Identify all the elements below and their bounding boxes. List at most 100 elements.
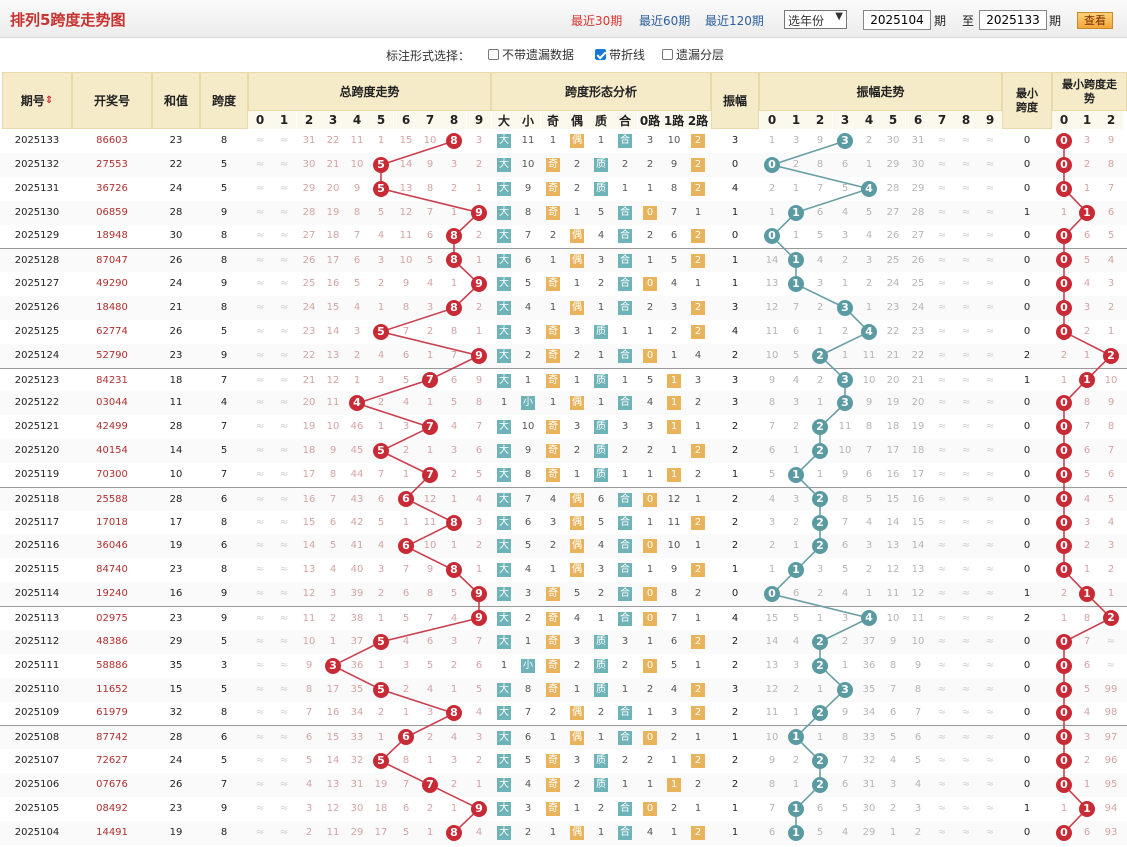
span-missing-cell: 5 [475,468,483,480]
min-span-cell: 0 [1023,421,1031,433]
span-missing-cell: ≈ [255,659,265,671]
amplitude-cell: 2 [731,635,739,647]
form-analysis-cell: 0 [643,658,657,673]
sort-arrow-icon[interactable]: ⇕ [44,94,54,106]
range-link-30[interactable]: 最近30期 [571,14,623,28]
min-missing-cell: 95 [1104,778,1118,790]
option-polyline[interactable]: 带折线 [595,46,645,63]
span-missing-cell: 31 [350,778,364,790]
amp-missing-cell: ≈ [937,683,947,695]
min-span-cell: 0 [1023,255,1031,267]
amp-missing-cell: 7 [889,683,897,695]
span-missing-cell: 6 [305,732,313,744]
span-missing-cell: 1 [475,255,483,267]
from-period-input[interactable] [863,10,931,30]
min-missing-cell: 5 [1083,468,1091,480]
sum-cell: 30 [169,230,183,242]
year-select[interactable]: 选年份 ▼ [784,10,847,29]
span-missing-cell: 5 [426,659,434,671]
amp-missing-cell: 17 [886,445,900,457]
amplitude-cell: 1 [731,468,739,480]
checkbox-missing-layers[interactable] [662,49,673,60]
span-missing-cell: 8 [353,206,361,218]
span-missing-cell: 27 [302,230,316,242]
amplitude-ball: 1 [788,466,804,483]
amp-missing-cell: 9 [865,397,873,409]
span-missing-cell: ≈ [255,445,265,457]
sum-cell: 28 [169,206,183,218]
span-missing-cell: 1 [426,397,434,409]
period-cell: 2025120 [14,445,60,457]
form-analysis-cell: 1 [694,540,702,552]
draw-number-cell: 52790 [96,349,128,361]
amp-missing-cell: 14 [886,516,900,528]
span-cell: 8 [220,826,228,838]
amp-missing-cell: 5 [816,826,824,838]
table-row: 2025116 36046 19 6 ≈ ≈14 5 41 4 10 1 2 大 5 2 偶 4 合 0 10 1 2 2 1… [0,534,1127,559]
table-row: 2025127 49290 24 9 ≈ ≈25 16 5 2 9 4 1 大 5 奇 1 2 合 0 4 1 1 13 3 1… [0,272,1127,296]
span-ball: 5 [373,180,389,197]
span-missing-cell: 1 [426,445,434,457]
span-missing-cell: ≈ [279,135,289,146]
span-missing-cell: 46 [350,421,364,433]
period-cell: 2025132 [14,158,60,170]
span-missing-cell: 4 [329,564,337,576]
span-missing-cell: 12 [423,493,437,505]
to-period-input[interactable] [979,10,1047,30]
amp-missing-cell: 6 [841,158,849,170]
amp-missing-cell: 8 [914,683,922,695]
amp-missing-cell: ≈ [937,755,947,767]
amp-missing-cell: 4 [865,516,873,528]
form-analysis-cell: 0 [643,348,657,363]
checkbox-no-missing[interactable] [488,49,499,60]
form-analysis-cell: 0 [643,492,657,507]
amp-missing-cell: 4 [865,230,873,242]
amp-missing-cell: 1 [865,158,873,170]
min-missing-cell: 4 [1083,278,1091,290]
span-missing-cell: 7 [426,206,434,218]
form-analysis-cell: 大 [497,254,511,269]
column-period[interactable]: 期号 ⇕ [2,72,72,129]
span-missing-cell: 2 [426,732,434,744]
amp-missing-cell: 24 [911,301,925,313]
option-no-missing-data[interactable]: 不带遗漏数据 [488,46,574,63]
checkbox-polyline[interactable] [595,49,606,60]
amp-missing-cell: 2 [792,755,800,767]
form-analysis-cell: 4 [524,564,532,576]
span-missing-cell: 4 [377,230,385,242]
span-missing-cell: ≈ [279,158,289,170]
min-missing-cell: 5 [1083,255,1091,267]
table-row: 2025109 61979 32 8 ≈ ≈7 16 34 2 1 3 4 大 7 2 偶 2 合 1 3 2 2 11 1 9… [0,701,1127,725]
amplitude-cell: 2 [731,755,739,767]
form-analysis-cell: 合 [618,134,632,148]
form-sub-header: 质 [589,111,613,129]
amp-missing-cell: 33 [862,732,876,744]
draw-number-cell: 18480 [96,301,128,313]
amp-missing-cell: 5 [865,493,873,505]
range-link-120[interactable]: 最近120期 [705,14,764,28]
view-button[interactable]: 查看 [1077,12,1113,29]
amp-missing-cell: ≈ [985,182,995,194]
span-missing-cell: 5 [402,613,410,624]
amp-missing-cell: 2 [792,158,800,170]
form-analysis-cell: 大 [497,731,511,746]
option-missing-layers[interactable]: 遗漏分层 [662,46,724,63]
column-sum: 和值 [152,72,200,129]
form-analysis-cell: 1 [694,659,702,671]
form-analysis-cell: 偶 [570,492,584,507]
span-missing-cell: 7 [377,468,385,480]
amp-missing-cell: 3 [889,778,897,790]
form-analysis-cell: 2 [524,826,532,838]
min-missing-cell: 2 [1107,301,1115,313]
span-missing-cell: 3 [450,635,458,647]
range-link-60[interactable]: 最近60期 [639,14,691,28]
amp-missing-cell: 30 [911,158,925,170]
amplitude-cell: 3 [731,301,739,313]
amp-missing-cell: 11 [886,588,900,600]
span-digit-header: 8 [442,111,466,129]
amp-missing-cell: ≈ [961,516,971,528]
span-missing-cell: 17 [374,826,388,838]
amp-missing-cell: ≈ [961,182,971,194]
span-missing-cell: 8 [305,683,313,695]
form-analysis-cell: 4 [646,826,654,838]
